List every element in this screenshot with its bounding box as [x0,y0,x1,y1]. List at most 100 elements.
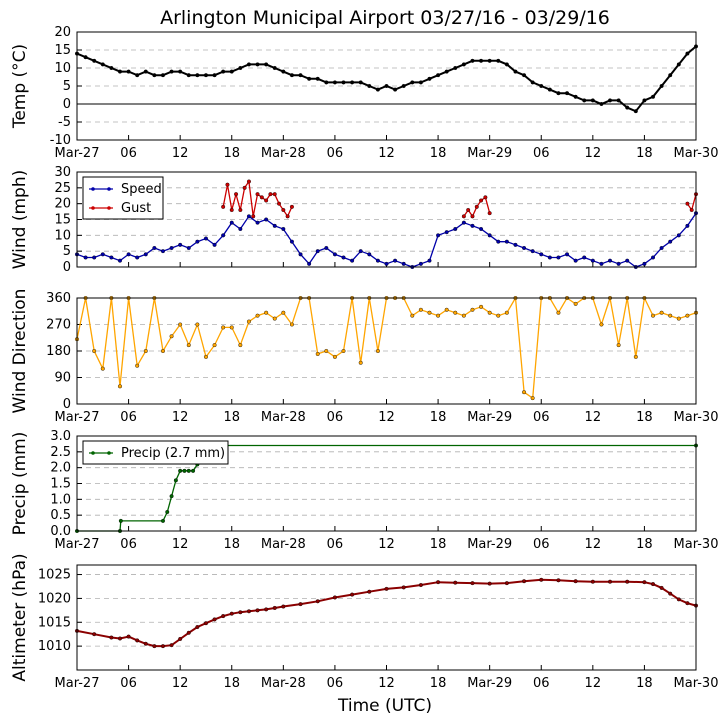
altim-point [117,636,122,641]
temp-xtick-label: Mar-28 [261,146,306,161]
temp-point [410,80,415,85]
wind-point [324,245,329,250]
altim-point [229,611,234,616]
wind-point [513,242,518,247]
wdir-point [272,316,277,321]
wind-point [659,245,664,250]
altim-panel: 1010 1015 1020 1025 Mar-27 06 12 18 Mar-28 06 12 18… [10,553,718,691]
wind-point [221,233,226,238]
wdir-xtick-label: 06 [533,410,550,425]
precip-xtick-label: 12 [172,537,189,552]
wdir-point [238,343,243,348]
wind-point [307,261,312,266]
temp-point [255,62,260,67]
wdir-point [186,343,191,348]
temp-point [152,73,157,78]
altim-point [298,602,303,607]
precip-ytick-label: 2.5 [50,445,71,460]
temp-point [676,62,681,67]
wdir-ytick-label: 270 [46,318,71,333]
temp-xtick-label: 18 [223,146,240,161]
wind-point [483,195,488,200]
altim-point [418,583,423,588]
wind-point [272,192,277,197]
altim-point [453,580,458,585]
altim-point [487,581,492,586]
temp-point [590,98,595,103]
temp-point [83,55,88,60]
temp-point [401,83,406,88]
temp-xtick-label: Mar-27 [55,146,100,161]
temp-ytick-label: 0 [63,97,71,112]
wind-point [281,226,286,231]
wdir-xtick-label: Mar-30 [674,410,719,425]
wdir-ytick-label: 180 [46,344,71,359]
precip-point [191,468,196,473]
wind-point [238,226,243,231]
wind-point [259,195,264,200]
wind-point [225,182,230,187]
wind-point [229,207,234,212]
altim-point [264,607,269,612]
wind-ytick-label: 5 [63,244,71,259]
temp-point [186,73,191,78]
wind-series-speed [74,211,699,270]
altim-point [143,641,148,646]
wdir-point [169,334,174,339]
wdir-point [470,307,475,312]
altim-point [608,579,613,584]
wind-point [479,198,484,203]
wind-point [109,255,114,260]
altim-point [504,581,509,586]
altim-point [685,601,690,606]
wind-point [152,245,157,250]
altim-point [92,632,97,637]
wind-point [685,223,690,228]
wind-line [686,194,697,212]
temp-point [160,73,165,78]
wind-point [272,223,277,228]
temp-point [358,80,363,85]
wind-point [418,261,423,266]
wind-point [255,192,260,197]
temp-point [436,73,441,78]
wdir-point [229,325,234,330]
wind-ytick-label: 20 [54,197,71,212]
wdir-point [599,322,604,327]
temp-point [212,73,217,78]
temp-point [479,58,484,63]
wind-point [242,185,247,190]
wind-point [427,258,432,263]
wind-point [160,249,165,254]
altim-point [668,591,673,596]
wind-frame [76,171,697,268]
temp-xtick-label: 06 [327,146,344,161]
wind-point [487,211,492,216]
altim-xtick-label: Mar-28 [261,676,306,691]
wdir-point [479,304,484,309]
altim-point [152,644,157,649]
temp-point [367,83,372,88]
wind-ytick-label: 0 [63,260,71,275]
altim-point [169,643,174,648]
altim-point [221,614,226,619]
precip-point [178,468,183,473]
wind-legend-marker [91,187,95,191]
wind-point [504,239,509,244]
wdir-point [556,310,561,315]
wind-point [565,252,570,257]
wdir-point [117,384,122,389]
precip-frame [76,435,697,532]
precip-ytick-label: 1.0 [50,492,71,507]
temp-point [178,69,183,74]
wind-point [375,258,380,263]
wind-legend: Speed Gust [82,176,164,220]
wdir-xtick-label: Mar-27 [55,410,100,425]
precip-xtick-label: 06 [120,537,137,552]
wdir-point [444,307,449,312]
temp-point [350,80,355,85]
wdir-point [685,313,690,318]
wdir-point [668,313,673,318]
wind-point [556,255,561,260]
